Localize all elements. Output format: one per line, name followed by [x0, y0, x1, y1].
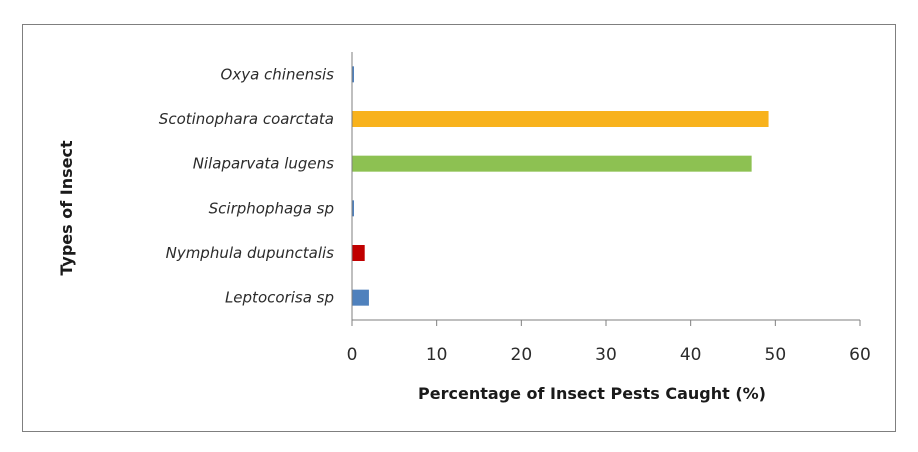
- category-labels: Oxya chinensis Scotinophara coarctata Nila…: [159, 65, 334, 306]
- x-tick-label: 0: [347, 345, 358, 365]
- bar-nilaparvata-lugens: [352, 155, 752, 172]
- bar-scirphophaga-sp: [352, 200, 354, 217]
- x-tick-label: 30: [595, 345, 617, 365]
- category-label: Nymphula dupunctalis: [166, 244, 335, 262]
- bar-nymphula-dupunctalis: [352, 245, 365, 261]
- bars-group: [352, 66, 769, 306]
- category-label: Oxya chinensis: [221, 65, 335, 83]
- x-tick-label: 20: [511, 345, 533, 365]
- x-axis-ticks: 0 10 20 30 40 50 60: [347, 320, 871, 365]
- bar-oxya-chinensis: [352, 66, 354, 83]
- y-axis-title: Types of Insect: [57, 140, 76, 276]
- x-axis-title: Percentage of Insect Pests Caught (%): [418, 384, 766, 403]
- x-tick-label: 50: [765, 345, 787, 365]
- category-label: Leptocorisa sp: [225, 289, 334, 307]
- category-label: Scirphophaga sp: [209, 199, 334, 217]
- chart-frame: [22, 24, 896, 432]
- category-label: Scotinophara coarctata: [159, 110, 334, 128]
- category-label: Nilaparvata lugens: [193, 155, 334, 173]
- x-tick-label: 10: [426, 345, 448, 365]
- bar-scotinophara-coarctata: [352, 111, 769, 127]
- x-tick-label: 40: [680, 345, 702, 365]
- bar-leptocorisa-sp: [352, 289, 369, 306]
- x-tick-label: 60: [849, 345, 871, 365]
